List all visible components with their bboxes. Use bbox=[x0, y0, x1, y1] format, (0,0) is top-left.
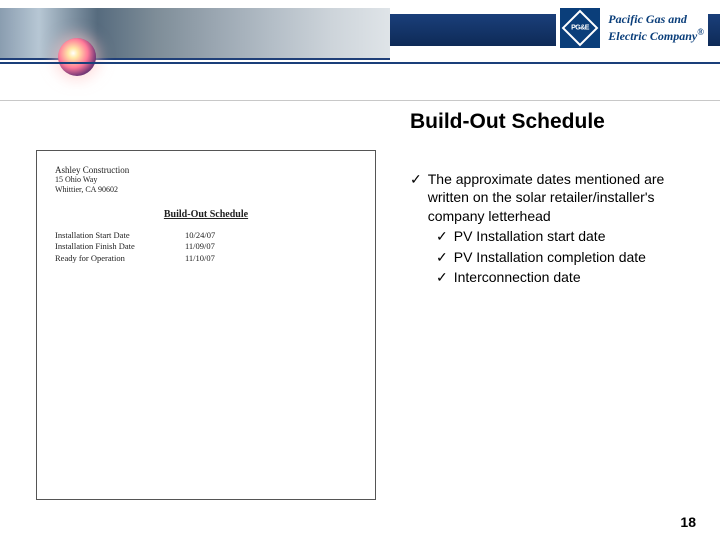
sub-bullet: ✓ PV Installation completion date bbox=[436, 248, 678, 266]
doc-row-value: 11/10/07 bbox=[185, 253, 215, 264]
letter-thumbnail: Ashley Construction 15 Ohio Way Whittier… bbox=[36, 150, 376, 500]
doc-addr-2: Whittier, CA 90602 bbox=[55, 185, 118, 194]
doc-row-label: Ready for Operation bbox=[55, 253, 175, 264]
content-area: Build-Out Schedule Ashley Construction 1… bbox=[0, 104, 720, 540]
company-line-2: Electric Company bbox=[608, 29, 697, 43]
doc-row-value: 11/09/07 bbox=[185, 241, 215, 252]
slide-page: PG&E Pacific Gas and Electric Company® B… bbox=[0, 0, 720, 540]
slide-title: Build-Out Schedule bbox=[410, 110, 605, 134]
doc-row: Ready for Operation 11/10/07 bbox=[55, 253, 357, 264]
sub-bullet: ✓ PV Installation start date bbox=[436, 227, 678, 245]
check-icon: ✓ bbox=[436, 248, 448, 266]
sub-bullets: ✓ PV Installation start date ✓ PV Instal… bbox=[436, 227, 678, 286]
check-icon: ✓ bbox=[410, 170, 422, 188]
logo-mark: PG&E bbox=[560, 8, 600, 48]
doc-address: 15 Ohio Way Whittier, CA 90602 bbox=[55, 175, 357, 195]
lens-flare bbox=[58, 38, 96, 76]
logo: PG&E Pacific Gas and Electric Company® bbox=[556, 6, 708, 50]
bullet-block: ✓ The approximate dates mentioned are wr… bbox=[410, 170, 678, 287]
doc-row-value: 10/24/07 bbox=[185, 230, 215, 241]
header-thin-line bbox=[0, 62, 720, 64]
check-icon: ✓ bbox=[436, 268, 448, 286]
doc-row: Installation Finish Date 11/09/07 bbox=[55, 241, 357, 252]
doc-addr-1: 15 Ohio Way bbox=[55, 175, 97, 184]
doc-company: Ashley Construction bbox=[55, 165, 357, 175]
lead-bullet: ✓ The approximate dates mentioned are wr… bbox=[410, 170, 678, 225]
sub-bullet-text: Interconnection date bbox=[454, 268, 581, 286]
company-line-1: Pacific Gas and bbox=[608, 12, 687, 26]
logo-abbrev: PG&E bbox=[571, 25, 589, 32]
sub-bullet: ✓ Interconnection date bbox=[436, 268, 678, 286]
sub-bullet-text: PV Installation start date bbox=[454, 227, 606, 245]
page-number: 18 bbox=[680, 514, 696, 530]
check-icon: ✓ bbox=[436, 227, 448, 245]
doc-row: Installation Start Date 10/24/07 bbox=[55, 230, 357, 241]
registered-mark: ® bbox=[697, 27, 704, 37]
company-name: Pacific Gas and Electric Company® bbox=[608, 13, 704, 44]
lead-text: The approximate dates mentioned are writ… bbox=[428, 170, 678, 225]
sub-bullet-text: PV Installation completion date bbox=[454, 248, 646, 266]
header-underline bbox=[0, 100, 720, 101]
doc-row-label: Installation Start Date bbox=[55, 230, 175, 241]
doc-heading: Build-Out Schedule bbox=[55, 209, 357, 220]
header: PG&E Pacific Gas and Electric Company® bbox=[0, 0, 720, 88]
doc-row-label: Installation Finish Date bbox=[55, 241, 175, 252]
